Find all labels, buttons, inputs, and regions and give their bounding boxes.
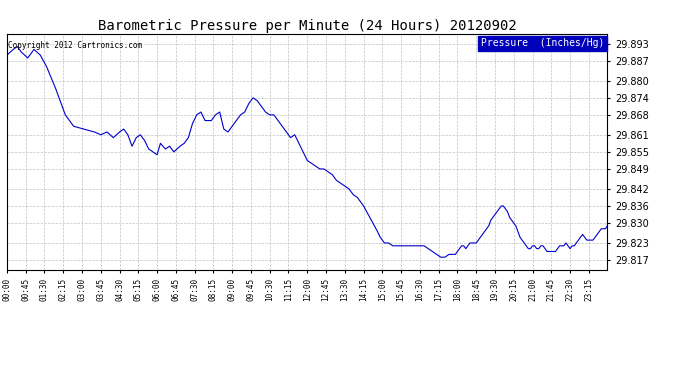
Title: Barometric Pressure per Minute (24 Hours) 20120902: Barometric Pressure per Minute (24 Hours… bbox=[98, 19, 516, 33]
Text: Pressure  (Inches/Hg): Pressure (Inches/Hg) bbox=[481, 39, 604, 48]
Text: Copyright 2012 Cartronics.com: Copyright 2012 Cartronics.com bbox=[8, 41, 142, 50]
